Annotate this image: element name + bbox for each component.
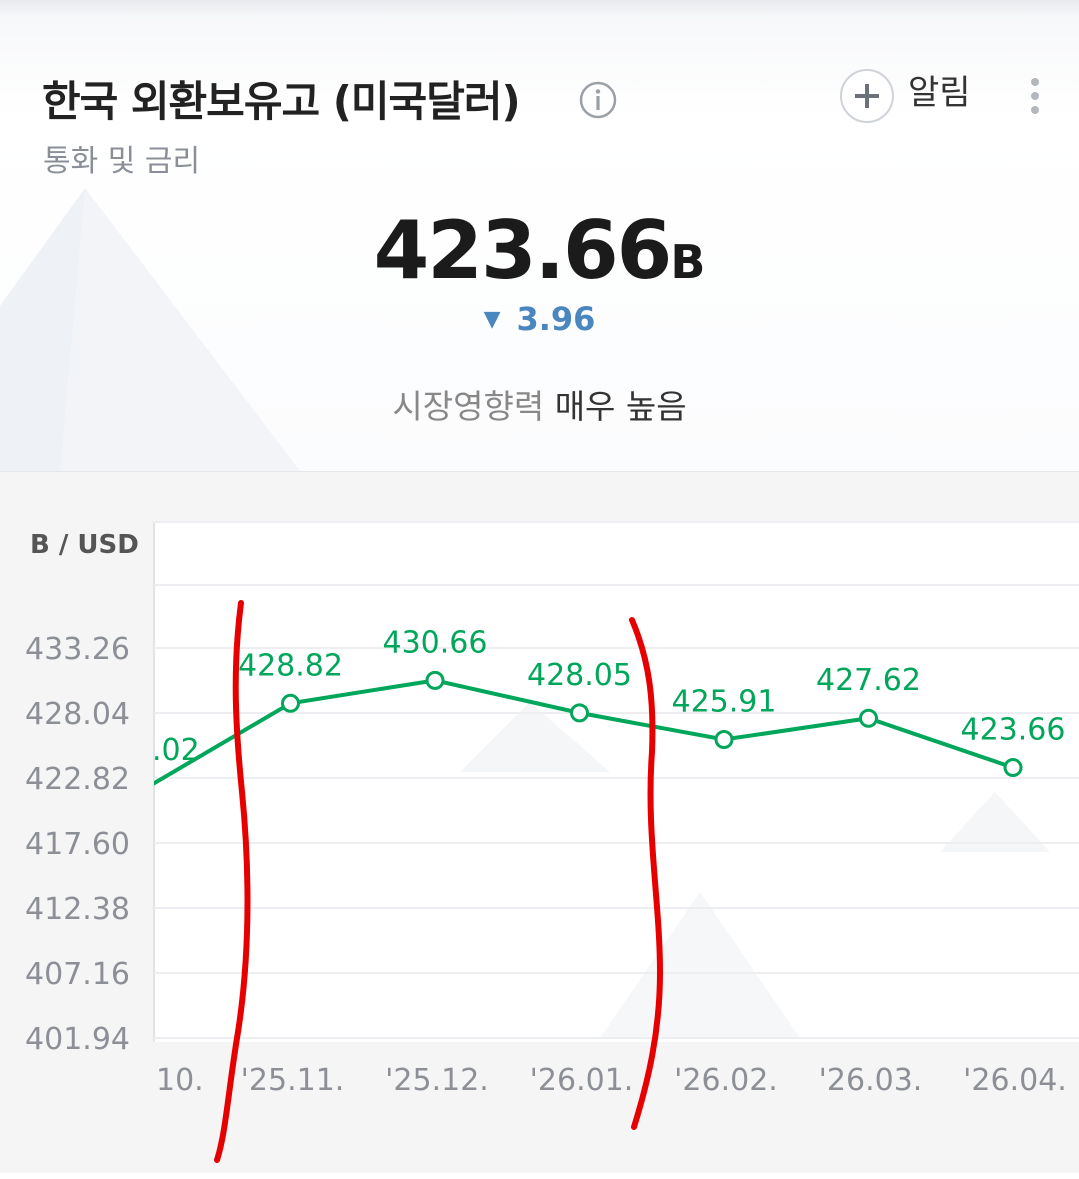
more-vertical-icon[interactable] <box>1020 74 1050 118</box>
add-alert-button[interactable]: 알림 <box>840 68 971 124</box>
data-label: 428.05 <box>527 658 632 693</box>
down-triangle-icon: ▼ <box>483 307 501 332</box>
y-axis-label: B / USD <box>30 530 139 560</box>
info-icon[interactable] <box>578 80 618 120</box>
x-tick-label: '25.11. <box>241 1063 345 1098</box>
category-subtitle: 통화 및 금리 <box>43 144 201 179</box>
chart-panel: 433.26 428.04 422.82 417.60 412.38 407.16 401.… <box>0 471 1079 1174</box>
background-mountain <box>600 892 800 1038</box>
change-value: 3.96 <box>516 300 596 338</box>
red-annotation-stroke <box>214 600 251 1163</box>
page-title: 한국 외환보유고 (미국달러) <box>42 77 521 126</box>
plus-icon <box>840 69 894 123</box>
impact-level: 매우 높음 <box>554 387 687 426</box>
data-label: .02 <box>152 733 200 768</box>
data-point <box>570 703 589 723</box>
change-indicator: ▼ 3.96 <box>0 300 1079 338</box>
data-label: 427.62 <box>816 663 921 698</box>
y-tick-label: 401.94 <box>25 1022 130 1057</box>
background-mountain <box>940 792 1050 852</box>
impact-label: 시장영향력 <box>392 387 545 426</box>
value-number: 423.66 <box>373 204 673 297</box>
red-annotation-stroke <box>629 617 664 1130</box>
y-tick-label: 433.26 <box>25 632 130 667</box>
x-tick-label: '26.01. <box>530 1063 634 1098</box>
data-label: 428.82 <box>238 648 343 683</box>
alert-label: 알림 <box>908 72 971 113</box>
market-impact: 시장영향력 매우 높음 <box>0 380 1079 428</box>
y-tick-label: 412.38 <box>25 892 130 927</box>
bottom-edge <box>0 1173 1079 1179</box>
data-point <box>859 708 878 728</box>
data-point <box>1003 758 1023 778</box>
data-point <box>281 693 300 713</box>
header-background <box>0 16 1079 471</box>
plot-background <box>154 522 1079 1042</box>
y-tick-label: 428.04 <box>25 697 130 732</box>
x-tick-label: '26.02. <box>674 1063 778 1098</box>
data-point <box>425 670 445 690</box>
value-unit: B <box>670 235 706 289</box>
background-mountain <box>460 702 610 772</box>
x-tick-label: '26.04. <box>963 1063 1067 1098</box>
data-label: 430.66 <box>383 625 488 660</box>
y-tick-label: 422.82 <box>25 762 130 797</box>
y-tick-label: 407.16 <box>25 957 130 992</box>
y-tick-label: 417.60 <box>25 827 130 862</box>
data-label: 423.66 <box>961 713 1066 748</box>
status-strip <box>0 0 1079 16</box>
background-mountains <box>0 188 300 471</box>
current-value: 423.66B <box>0 204 1079 297</box>
x-tick-label: '26.03. <box>819 1063 923 1098</box>
x-tick-label: '25.12. <box>385 1063 489 1098</box>
x-tick-label: 10. <box>156 1063 204 1098</box>
data-label: 425.91 <box>672 685 777 720</box>
data-point <box>714 730 734 750</box>
line-chart: 433.26 428.04 422.82 417.60 412.38 407.16 401.… <box>25 521 1079 1163</box>
